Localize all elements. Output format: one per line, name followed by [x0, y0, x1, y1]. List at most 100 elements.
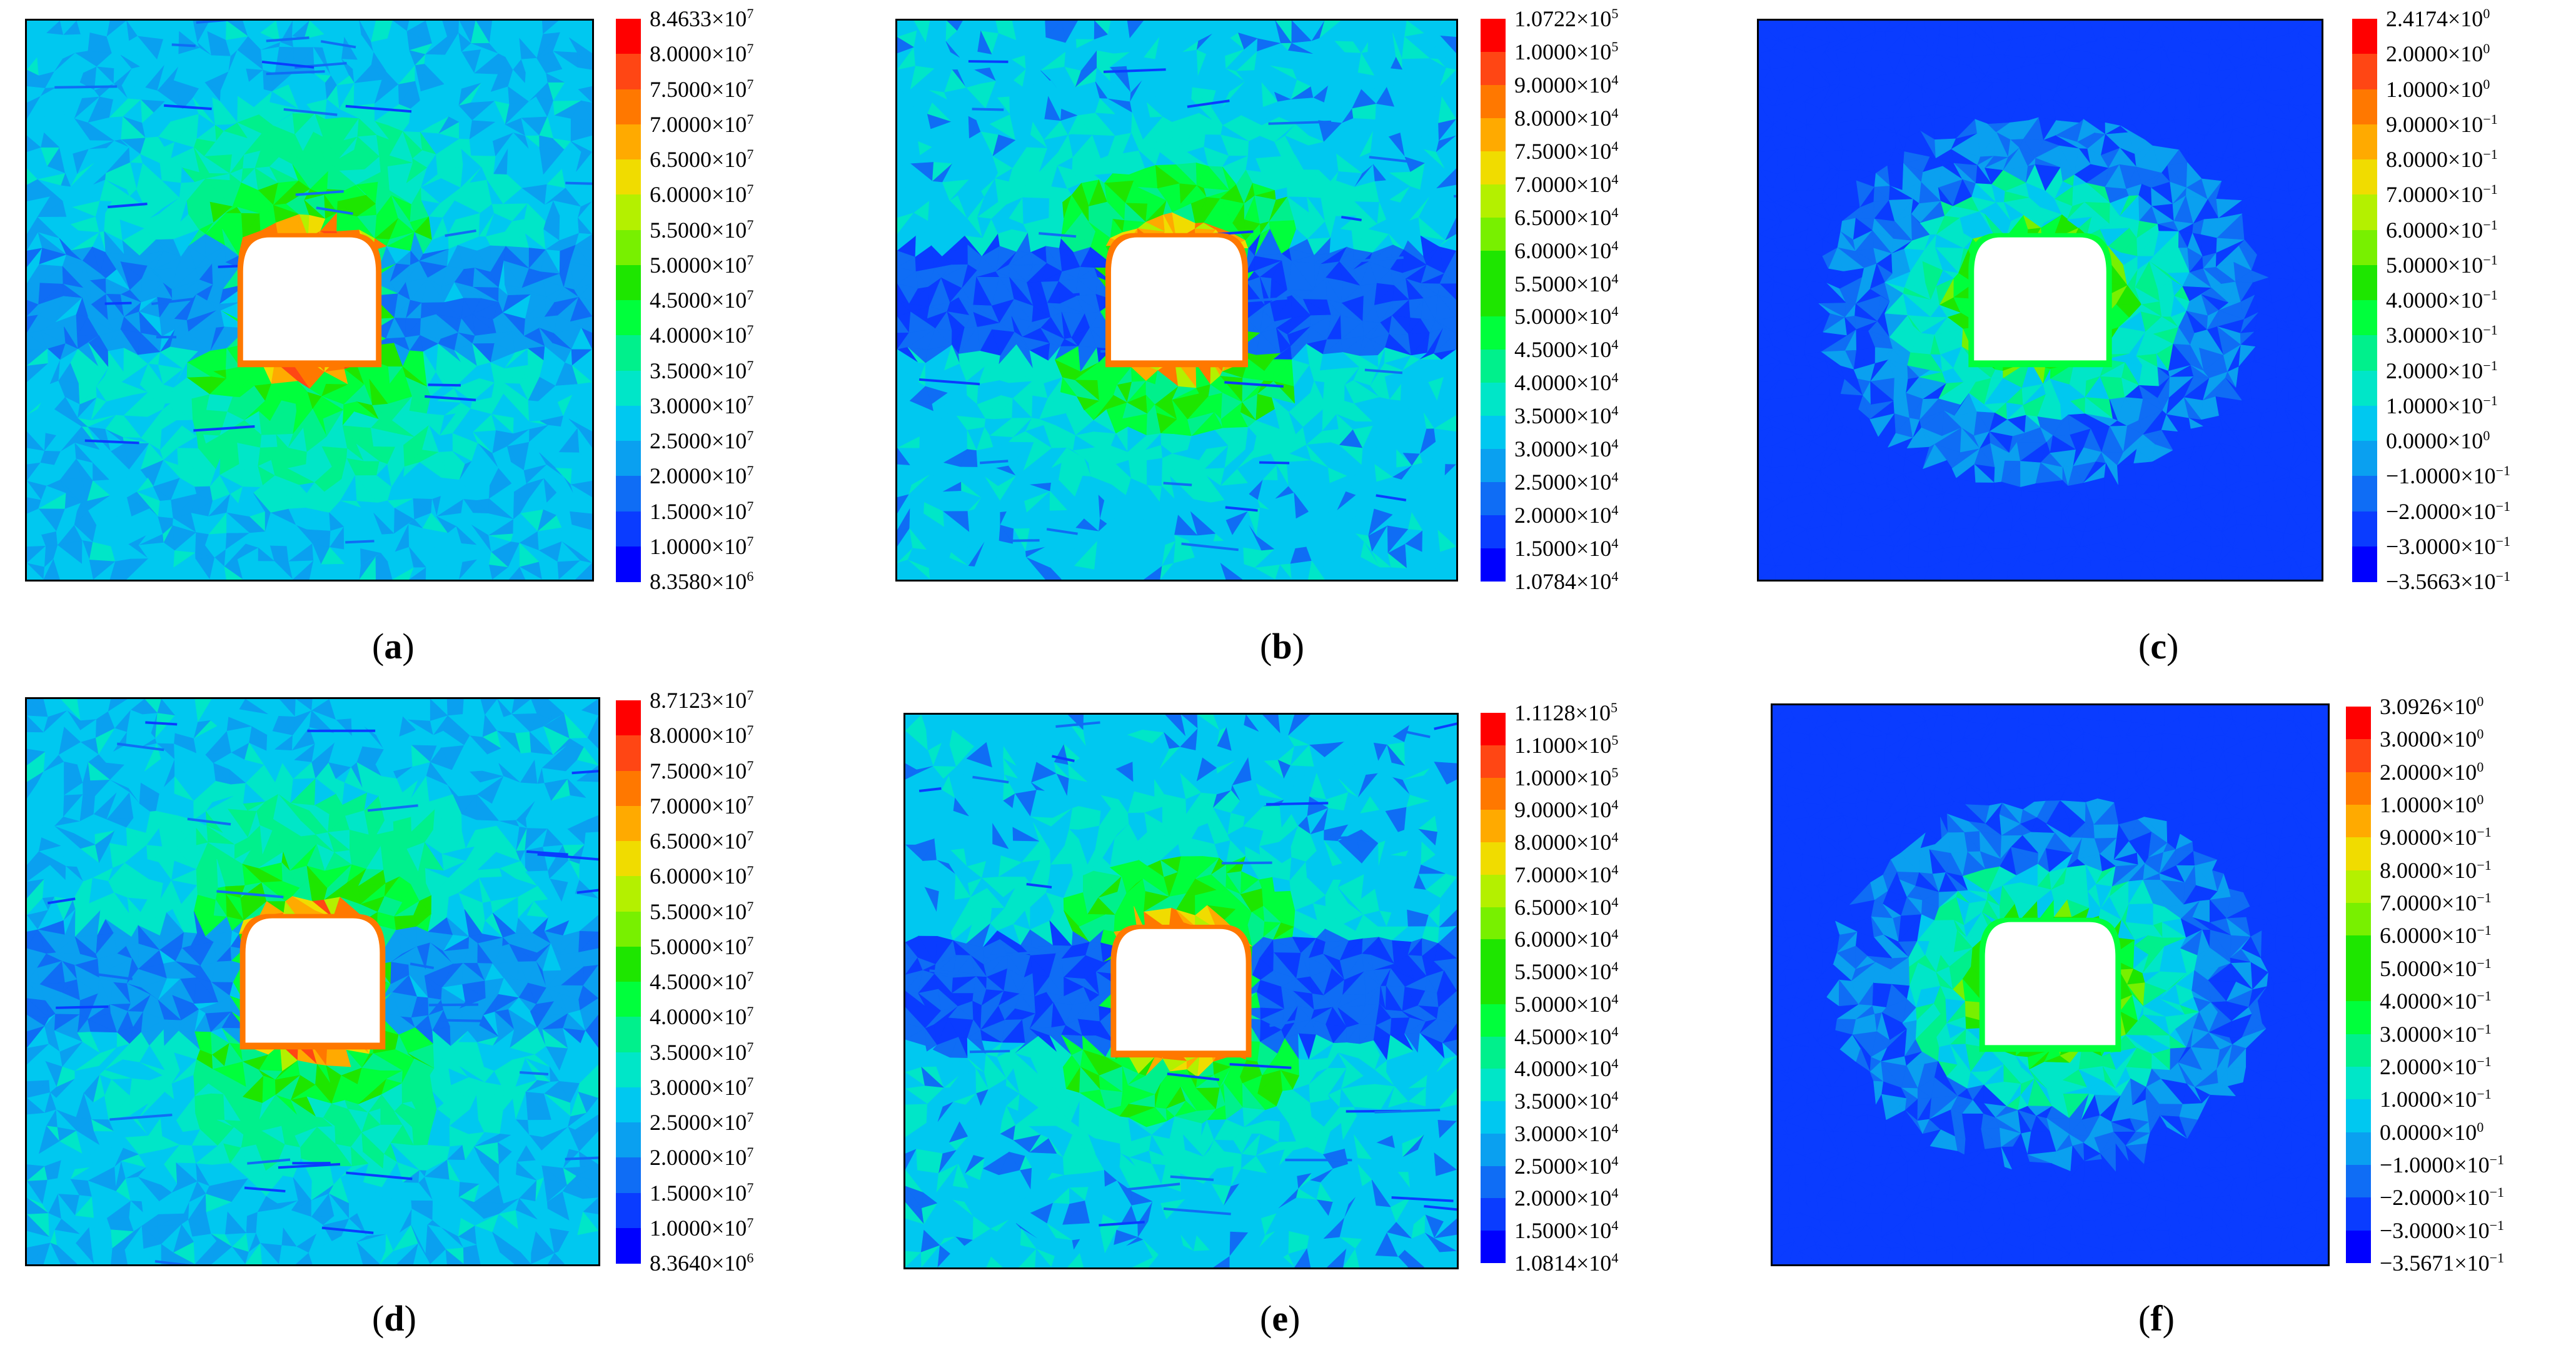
colorbar-tick-label: 5.0000×107 — [650, 253, 753, 276]
colorbar-swatch — [1481, 217, 1506, 251]
contour-field — [1759, 21, 2322, 580]
crack-streak — [1009, 539, 1040, 542]
contour-field — [897, 21, 1456, 580]
tick-mantissa: 3.5000 — [650, 358, 712, 383]
colorbar-tick-label: 9.0000×104 — [1514, 71, 1619, 96]
colorbar-swatch — [616, 54, 641, 89]
tick-times: ×10 — [712, 569, 747, 594]
tick-times: ×10 — [712, 41, 747, 67]
tick-exponent: 4 — [1611, 469, 1619, 485]
tick-mantissa: 8.0000 — [650, 41, 712, 67]
tick-times: ×10 — [1576, 39, 1612, 64]
tick-mantissa: 1.0722 — [1514, 6, 1576, 31]
tick-exponent: 4 — [1611, 270, 1619, 286]
tick-times: ×10 — [1576, 403, 1612, 429]
colorbar — [1481, 19, 1506, 582]
tick-exponent: 7 — [747, 322, 754, 338]
tick-exponent: 7 — [747, 146, 754, 162]
tick-mantissa: 6.5000 — [1514, 204, 1576, 230]
colorbar-swatch — [616, 229, 641, 266]
tick-times: ×10 — [1576, 337, 1612, 363]
tick-exponent: 4 — [1611, 336, 1619, 353]
tick-times: ×10 — [1576, 204, 1612, 230]
colorbar-tick-label: 7.0000×107 — [650, 112, 753, 136]
crack-streak — [345, 104, 412, 113]
panel-label: (b) — [1260, 626, 1304, 667]
crack-streak — [320, 40, 356, 49]
contour-field — [27, 21, 592, 580]
crack-streak — [84, 439, 139, 445]
tick-times: ×10 — [712, 393, 747, 418]
tick-times: ×10 — [712, 288, 747, 313]
tick-exponent: 4 — [1611, 71, 1619, 88]
tick-exponent: 7 — [747, 216, 754, 233]
colorbar-tick-label: 5.5000×104 — [1514, 270, 1619, 296]
tick-times: ×10 — [712, 182, 747, 208]
mesh-element — [209, 557, 227, 580]
mesh-element — [193, 558, 210, 580]
tick-mantissa: 2.5000 — [650, 428, 712, 453]
tick-exponent: 7 — [747, 6, 754, 21]
colorbar-tick-label: 8.3580×106 — [650, 570, 753, 593]
tick-exponent: 4 — [1611, 403, 1619, 419]
colorbar-tick-label: 1.0722×105 — [1514, 6, 1618, 31]
colorbar-swatch — [616, 370, 641, 406]
tick-exponent: 7 — [747, 287, 754, 303]
tick-exponent: 7 — [747, 76, 754, 92]
crack-streak — [164, 104, 212, 111]
tick-times: ×10 — [1576, 536, 1612, 562]
panel-letter: b — [1272, 626, 1292, 667]
colorbar-tick-label: 2.5000×104 — [1514, 469, 1619, 494]
tick-times: ×10 — [1576, 503, 1612, 528]
tick-times: ×10 — [1576, 304, 1612, 330]
mesh-element — [224, 566, 244, 580]
tick-mantissa: 7.5000 — [650, 76, 712, 102]
colorbar-swatch — [616, 194, 641, 230]
crack-streak — [108, 203, 148, 209]
colorbar-tick-label: 6.5000×104 — [1514, 204, 1619, 230]
tick-exponent: 6 — [747, 568, 754, 584]
tick-times: ×10 — [712, 323, 747, 348]
colorbar-swatch — [1481, 151, 1506, 185]
mesh-element — [109, 561, 127, 580]
colorbar-tick-label: 1.5000×104 — [1514, 536, 1618, 562]
colorbar-swatch — [1481, 51, 1506, 86]
crack-streak — [565, 181, 592, 185]
colorbar-tick-label: 8.4633×107 — [650, 6, 754, 31]
tick-exponent: 4 — [1611, 204, 1619, 220]
colorbar-swatch — [616, 19, 641, 54]
crack-streak — [425, 395, 476, 401]
tick-mantissa: 8.3580 — [650, 569, 712, 594]
tick-mantissa: 3.0000 — [1514, 436, 1576, 462]
tick-times: ×10 — [1576, 271, 1612, 296]
tick-mantissa: 5.5000 — [1514, 271, 1576, 296]
mesh-element — [575, 563, 592, 580]
tick-mantissa: 3.0000 — [650, 393, 712, 418]
tick-mantissa: 6.0000 — [650, 182, 712, 208]
colorbar-swatch — [1481, 482, 1506, 516]
colorbar-tick-label: 3.0000×104 — [1514, 436, 1618, 462]
mesh-element — [320, 564, 343, 580]
tick-times: ×10 — [712, 463, 747, 489]
colorbar-swatch — [1481, 416, 1506, 450]
crack-streak — [151, 298, 194, 306]
colorbar-tick-label: 1.0000×105 — [1514, 39, 1618, 64]
crack-streak — [283, 108, 338, 116]
tick-times: ×10 — [1576, 6, 1612, 31]
tick-mantissa: 4.0000 — [1514, 370, 1576, 396]
colorbar-tick-label: 8.0000×104 — [1514, 105, 1618, 131]
mesh-elements — [27, 21, 592, 580]
crack-streak — [345, 540, 375, 544]
colorbar-swatch — [616, 300, 641, 336]
tick-mantissa: 8.0000 — [1514, 105, 1576, 131]
tick-mantissa: 6.0000 — [1514, 238, 1576, 263]
colorbar-swatch — [1481, 515, 1506, 549]
tick-exponent: 4 — [1611, 502, 1619, 518]
crack-streak — [266, 36, 309, 43]
colorbar-tick-label: 6.0000×107 — [650, 183, 753, 206]
colorbar-swatch — [1481, 19, 1506, 53]
crack-streak — [445, 229, 476, 237]
crack-streak — [104, 301, 132, 305]
colorbar-swatch — [616, 335, 641, 371]
